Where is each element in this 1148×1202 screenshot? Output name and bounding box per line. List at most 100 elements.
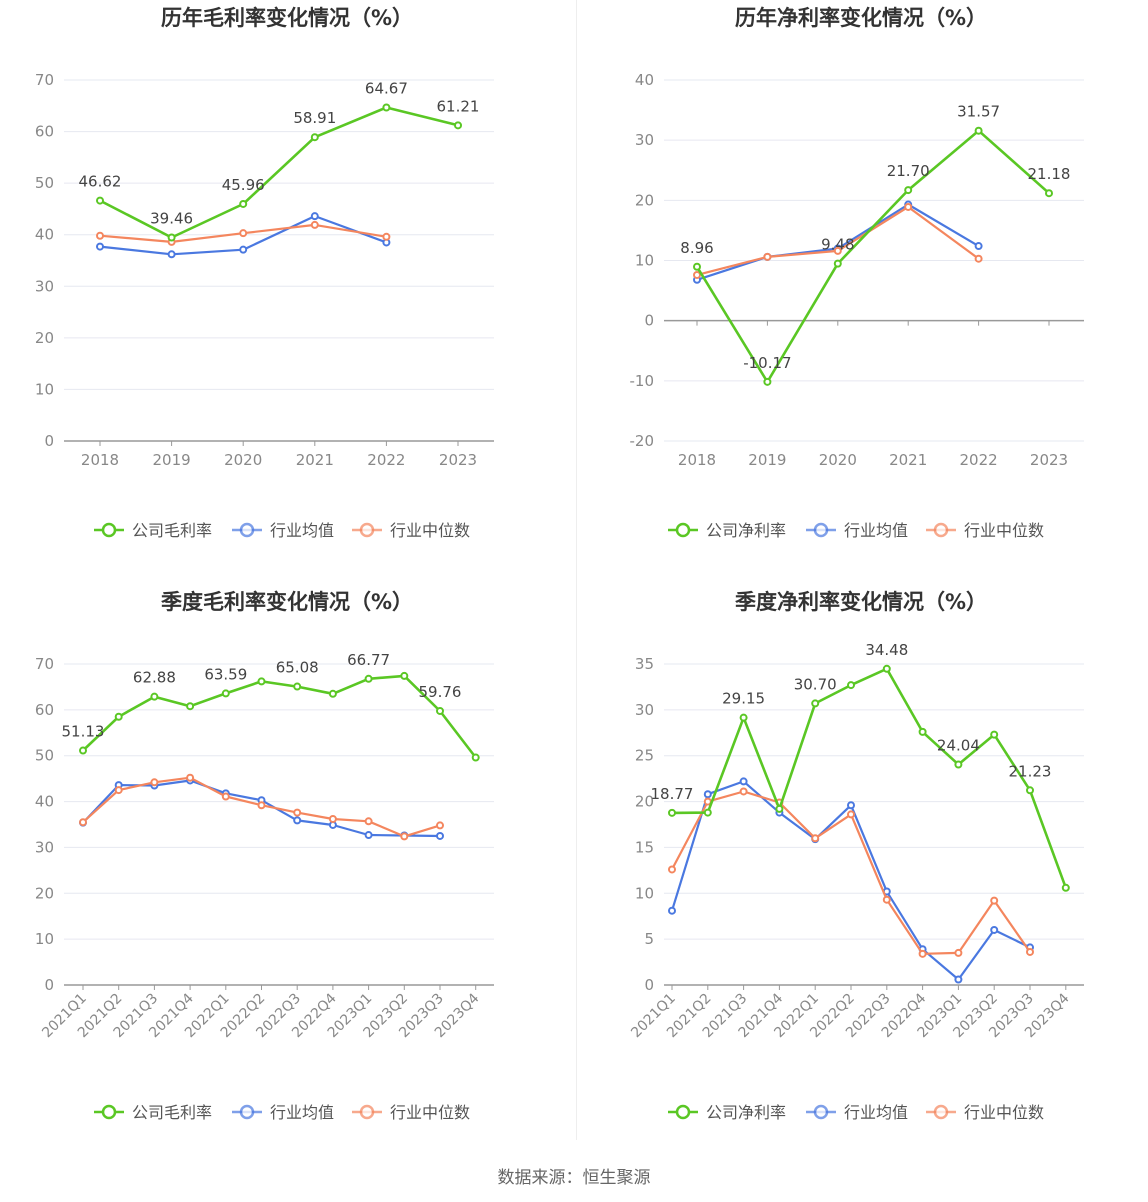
y-tick-label: 20 — [35, 329, 54, 347]
data-point-公司净利率 — [1045, 189, 1053, 198]
x-tick-label: 2022 — [960, 451, 998, 469]
data-label: 51.13 — [62, 723, 105, 741]
chart-title: 季度毛利率变化情况（%） — [160, 590, 414, 614]
data-point-行业中位数 — [954, 948, 963, 957]
legend-swatch-marker — [933, 522, 949, 538]
data-label: 61.21 — [437, 97, 480, 115]
data-label: 39.46 — [150, 209, 193, 227]
data-point-公司毛利率 — [239, 199, 248, 208]
data-point-公司净利率 — [918, 727, 927, 736]
data-point-行业中位数 — [668, 865, 676, 874]
data-point-行业均值 — [703, 790, 712, 799]
data-point-行业中位数 — [221, 792, 230, 801]
data-point-行业均值 — [954, 975, 963, 984]
legend-label: 行业均值 — [270, 521, 334, 540]
legend-label: 公司净利率 — [706, 521, 786, 540]
data-point-行业均值 — [293, 816, 302, 825]
y-tick-label: -20 — [630, 432, 655, 450]
chart-panel-quarterly-gross-margin: 季度毛利率变化情况（%） 0 10 20 30 40 50 60 70 2021Q1 2021Q2… — [0, 584, 574, 1164]
data-label: 21.18 — [1028, 165, 1071, 183]
data-point-行业中位数 — [400, 832, 409, 841]
data-point-行业均值 — [739, 777, 748, 786]
chart-svg: 051015202530352021Q12021Q22021Q32021Q420… — [628, 641, 1084, 1122]
data-point-行业中位数 — [833, 246, 842, 255]
y-tick-label: 0 — [44, 976, 54, 994]
legend-label: 行业中位数 — [390, 1103, 470, 1122]
data-point-公司净利率 — [668, 808, 676, 817]
data-point-公司净利率 — [1026, 786, 1034, 795]
data-point-行业中位数 — [79, 818, 87, 827]
data-point-公司毛利率 — [454, 121, 462, 130]
data-point-行业均值 — [364, 831, 373, 840]
legend-label: 行业均值 — [270, 1103, 334, 1122]
legend-swatch-marker — [933, 1104, 949, 1120]
data-label: 65.08 — [276, 659, 319, 677]
chart-title: 季度净利率变化情况（%） — [734, 590, 988, 614]
data-point-行业均值 — [974, 242, 983, 251]
data-label: 8.96 — [680, 239, 713, 257]
y-tick-label: 70 — [35, 71, 54, 89]
data-point-行业中位数 — [364, 817, 373, 826]
data-point-公司净利率 — [833, 259, 842, 268]
chart-svg: 0 10 20 30 40 50 60 70 2018 2019 2020 2021 2022 2023 4… — [35, 71, 494, 540]
series-line-公司净利率 — [695, 129, 1050, 384]
data-point-公司净利率 — [1061, 883, 1070, 892]
data-point-公司毛利率 — [221, 689, 230, 698]
data-point-行业中位数 — [293, 808, 302, 817]
data-point-行业均值 — [310, 212, 319, 221]
data-label: 64.67 — [365, 79, 408, 97]
data-point-公司净利率 — [954, 760, 963, 769]
data-point-行业中位数 — [1026, 947, 1034, 956]
data-point-公司毛利率 — [471, 753, 480, 762]
data-point-行业中位数 — [882, 895, 891, 904]
legend-swatch-marker — [101, 522, 117, 538]
data-point-公司毛利率 — [382, 103, 391, 112]
data-point-行业中位数 — [114, 786, 123, 795]
data-point-行业均值 — [436, 831, 444, 840]
data-point-行业中位数 — [974, 254, 983, 263]
chart-svg: -20 -10 0 10 20 30 40 2018 2019 2020 2021 2022 2023 8… — [630, 71, 1084, 540]
data-point-公司净利率 — [882, 664, 891, 673]
chart-title: 历年毛利率变化情况（%） — [160, 6, 414, 30]
chart-svg: 0102030405060702021Q12021Q22021Q32021Q42… — [35, 651, 494, 1122]
data-point-行业均值 — [847, 801, 855, 810]
y-tick-label: 50 — [35, 747, 54, 765]
x-tick-label: 2019 — [748, 451, 786, 469]
y-tick-label: 35 — [635, 655, 654, 673]
x-tick-label: 2020 — [224, 451, 262, 469]
data-point-公司净利率 — [811, 699, 820, 708]
data-label: 21.23 — [1009, 762, 1052, 780]
legend-label: 行业中位数 — [390, 521, 470, 540]
data-point-公司毛利率 — [186, 702, 195, 711]
legend-swatch-marker — [675, 1104, 691, 1120]
data-point-行业中位数 — [436, 821, 444, 830]
y-tick-label: -10 — [630, 372, 655, 390]
data-point-公司毛利率 — [257, 677, 266, 686]
y-tick-label: 40 — [635, 71, 654, 89]
legend-label: 公司毛利率 — [132, 521, 212, 540]
data-point-公司毛利率 — [310, 133, 319, 142]
x-tick-label: 2021 — [889, 451, 927, 469]
data-label: 18.77 — [651, 785, 694, 803]
legend-swatch-marker — [813, 522, 829, 538]
data-label: 34.48 — [865, 641, 908, 659]
data-point-公司毛利率 — [79, 746, 87, 755]
data-point-公司净利率 — [739, 713, 748, 722]
data-point-公司毛利率 — [400, 671, 409, 680]
data-point-公司毛利率 — [436, 706, 444, 715]
data-point-公司净利率 — [990, 730, 999, 739]
x-tick-label: 2018 — [81, 451, 119, 469]
data-point-行业均值 — [167, 250, 176, 259]
legend-swatch-marker — [359, 1104, 375, 1120]
data-label: 58.91 — [293, 109, 336, 127]
legend-label: 公司净利率 — [706, 1103, 786, 1122]
data-point-行业均值 — [96, 242, 104, 251]
y-tick-label: 50 — [35, 174, 54, 192]
data-point-行业中位数 — [186, 773, 195, 782]
data-point-行业中位数 — [693, 270, 701, 279]
data-point-行业中位数 — [96, 231, 104, 240]
data-label: 30.70 — [794, 675, 837, 693]
legend-swatch-marker — [359, 522, 375, 538]
chart-panel-quarterly-net-margin: 季度净利率变化情况（%） 0 5 10 15 20 25 30 35 2021Q1 2021Q2 2… — [574, 584, 1148, 1164]
data-point-行业中位数 — [918, 949, 927, 958]
